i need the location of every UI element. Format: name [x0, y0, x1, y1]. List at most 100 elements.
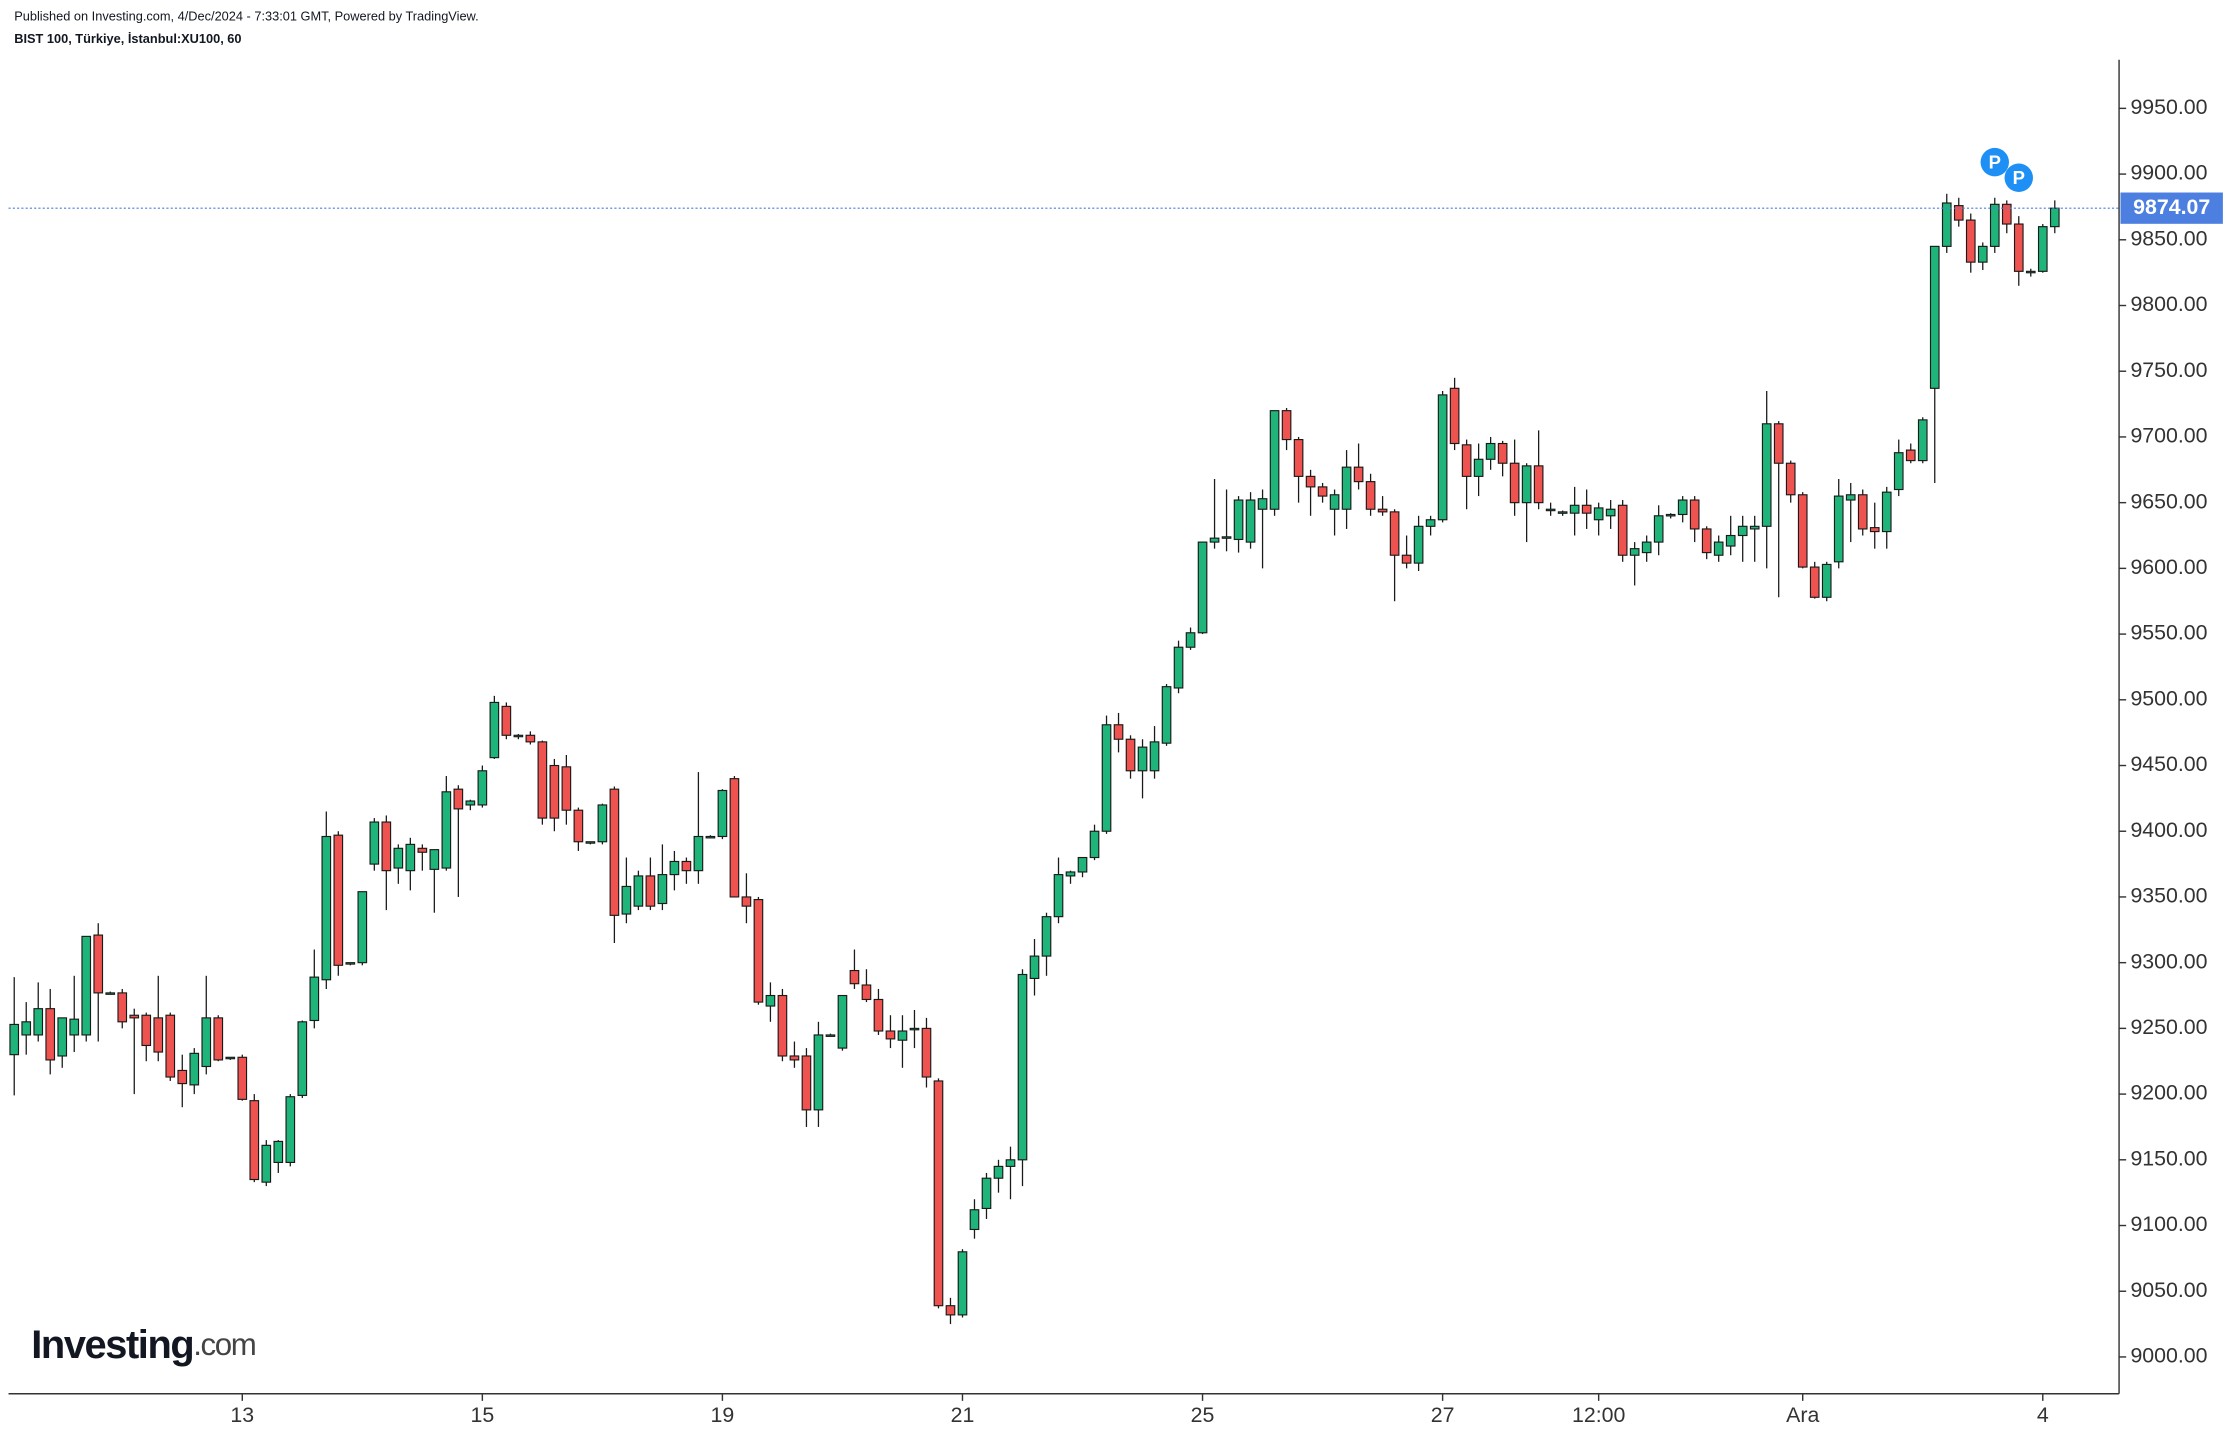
candle-body [441, 791, 452, 869]
candle-body [1317, 486, 1328, 497]
candle-body [513, 734, 524, 738]
candle-body [273, 1140, 284, 1164]
candle-body [489, 701, 500, 759]
candle-body [921, 1027, 932, 1078]
candle-body [1077, 856, 1088, 873]
candle-body [285, 1096, 296, 1164]
candle-body [1569, 504, 1580, 514]
candle-body [1101, 724, 1112, 832]
y-tick-label: 9000.00 [2130, 1344, 2207, 1368]
candle-body [909, 1027, 920, 1031]
candle-body [1485, 442, 1496, 460]
candle-body [465, 800, 476, 806]
candle-body [657, 874, 668, 905]
candle-body [777, 994, 788, 1057]
candle-body [501, 705, 512, 736]
candle-body [1389, 511, 1400, 556]
candle-body [213, 1017, 224, 1061]
candle-body [393, 847, 404, 869]
candle-body [705, 835, 716, 839]
candle-body [1185, 632, 1196, 648]
candle-body [1065, 871, 1076, 877]
last-price-label: 9874.07 [2133, 195, 2210, 219]
candle-body [1629, 548, 1640, 556]
candle-body [1089, 830, 1100, 859]
candle-body [189, 1052, 200, 1086]
candle-body [201, 1017, 212, 1068]
candle-body [681, 860, 692, 872]
last-price-box [2120, 192, 2223, 224]
y-tick-label: 9700.00 [2130, 424, 2207, 448]
candle-body [93, 934, 104, 994]
candle-body [321, 835, 332, 981]
candle-body [1821, 563, 1832, 598]
candle-body [1653, 515, 1664, 543]
candle-body [1329, 494, 1340, 510]
candle-body [9, 1023, 20, 1056]
candle-body [2049, 207, 2060, 228]
y-tick-label: 9500.00 [2130, 686, 2207, 710]
candle-body [249, 1100, 260, 1181]
candle-body [729, 778, 740, 898]
candle-body [1305, 475, 1316, 488]
candle-body [1773, 423, 1784, 464]
candle-body [1173, 646, 1184, 689]
candle-body [1845, 494, 1856, 501]
candle-body [849, 969, 860, 985]
candle-body [1125, 738, 1136, 772]
candle-body [969, 1209, 980, 1231]
y-tick-label: 9350.00 [2130, 884, 2207, 908]
x-tick-label: 21 [951, 1403, 975, 1427]
candle-body [1953, 205, 1964, 221]
x-tick-label: 27 [1431, 1403, 1455, 1427]
candle-body [165, 1014, 176, 1078]
candle-body [45, 1008, 56, 1061]
candle-body [981, 1177, 992, 1210]
candle-body [1353, 466, 1364, 483]
candle-body [1197, 541, 1208, 634]
candle-body [1521, 465, 1532, 504]
candle-body [1665, 513, 1676, 517]
candle-body [1989, 203, 2000, 247]
candle-body [1965, 219, 1976, 263]
candle-body [417, 847, 428, 853]
candle-body [261, 1144, 272, 1183]
candle-body [1737, 525, 1748, 537]
candle-body [1053, 874, 1064, 918]
candle-body [1113, 724, 1124, 740]
candle-body [1689, 499, 1700, 530]
candle-body [1005, 1159, 1016, 1167]
y-tick-label: 9050.00 [2130, 1278, 2207, 1302]
candle-body [69, 1018, 80, 1036]
candle-body [1341, 466, 1352, 510]
candle-body [1881, 491, 1892, 533]
candle-body [81, 935, 92, 1036]
candle-body [621, 885, 632, 915]
candle-body [237, 1056, 248, 1100]
candle-body [57, 1017, 68, 1057]
candle-body [1449, 387, 1460, 445]
candle-body [1029, 955, 1040, 980]
candle-body [1509, 462, 1520, 504]
candle-body [1533, 465, 1544, 504]
candle-body [645, 875, 656, 907]
candle-body [2025, 270, 2036, 274]
candle-body [21, 1021, 32, 1036]
candle-body [789, 1055, 800, 1061]
candle-body [153, 1017, 164, 1053]
x-tick-label: 15 [470, 1403, 494, 1427]
logo-main: Investing [31, 1322, 193, 1366]
candle-body [1557, 511, 1568, 514]
candle-body [717, 789, 728, 838]
candle-body [861, 984, 872, 1001]
candle-body [1425, 519, 1436, 527]
candle-body [1857, 494, 1868, 530]
candle-body [1017, 973, 1028, 1161]
candle-body [1269, 410, 1280, 510]
candle-body [933, 1080, 944, 1307]
candle-body [585, 841, 596, 844]
candle-body [141, 1014, 152, 1047]
candle-body [1785, 462, 1796, 496]
